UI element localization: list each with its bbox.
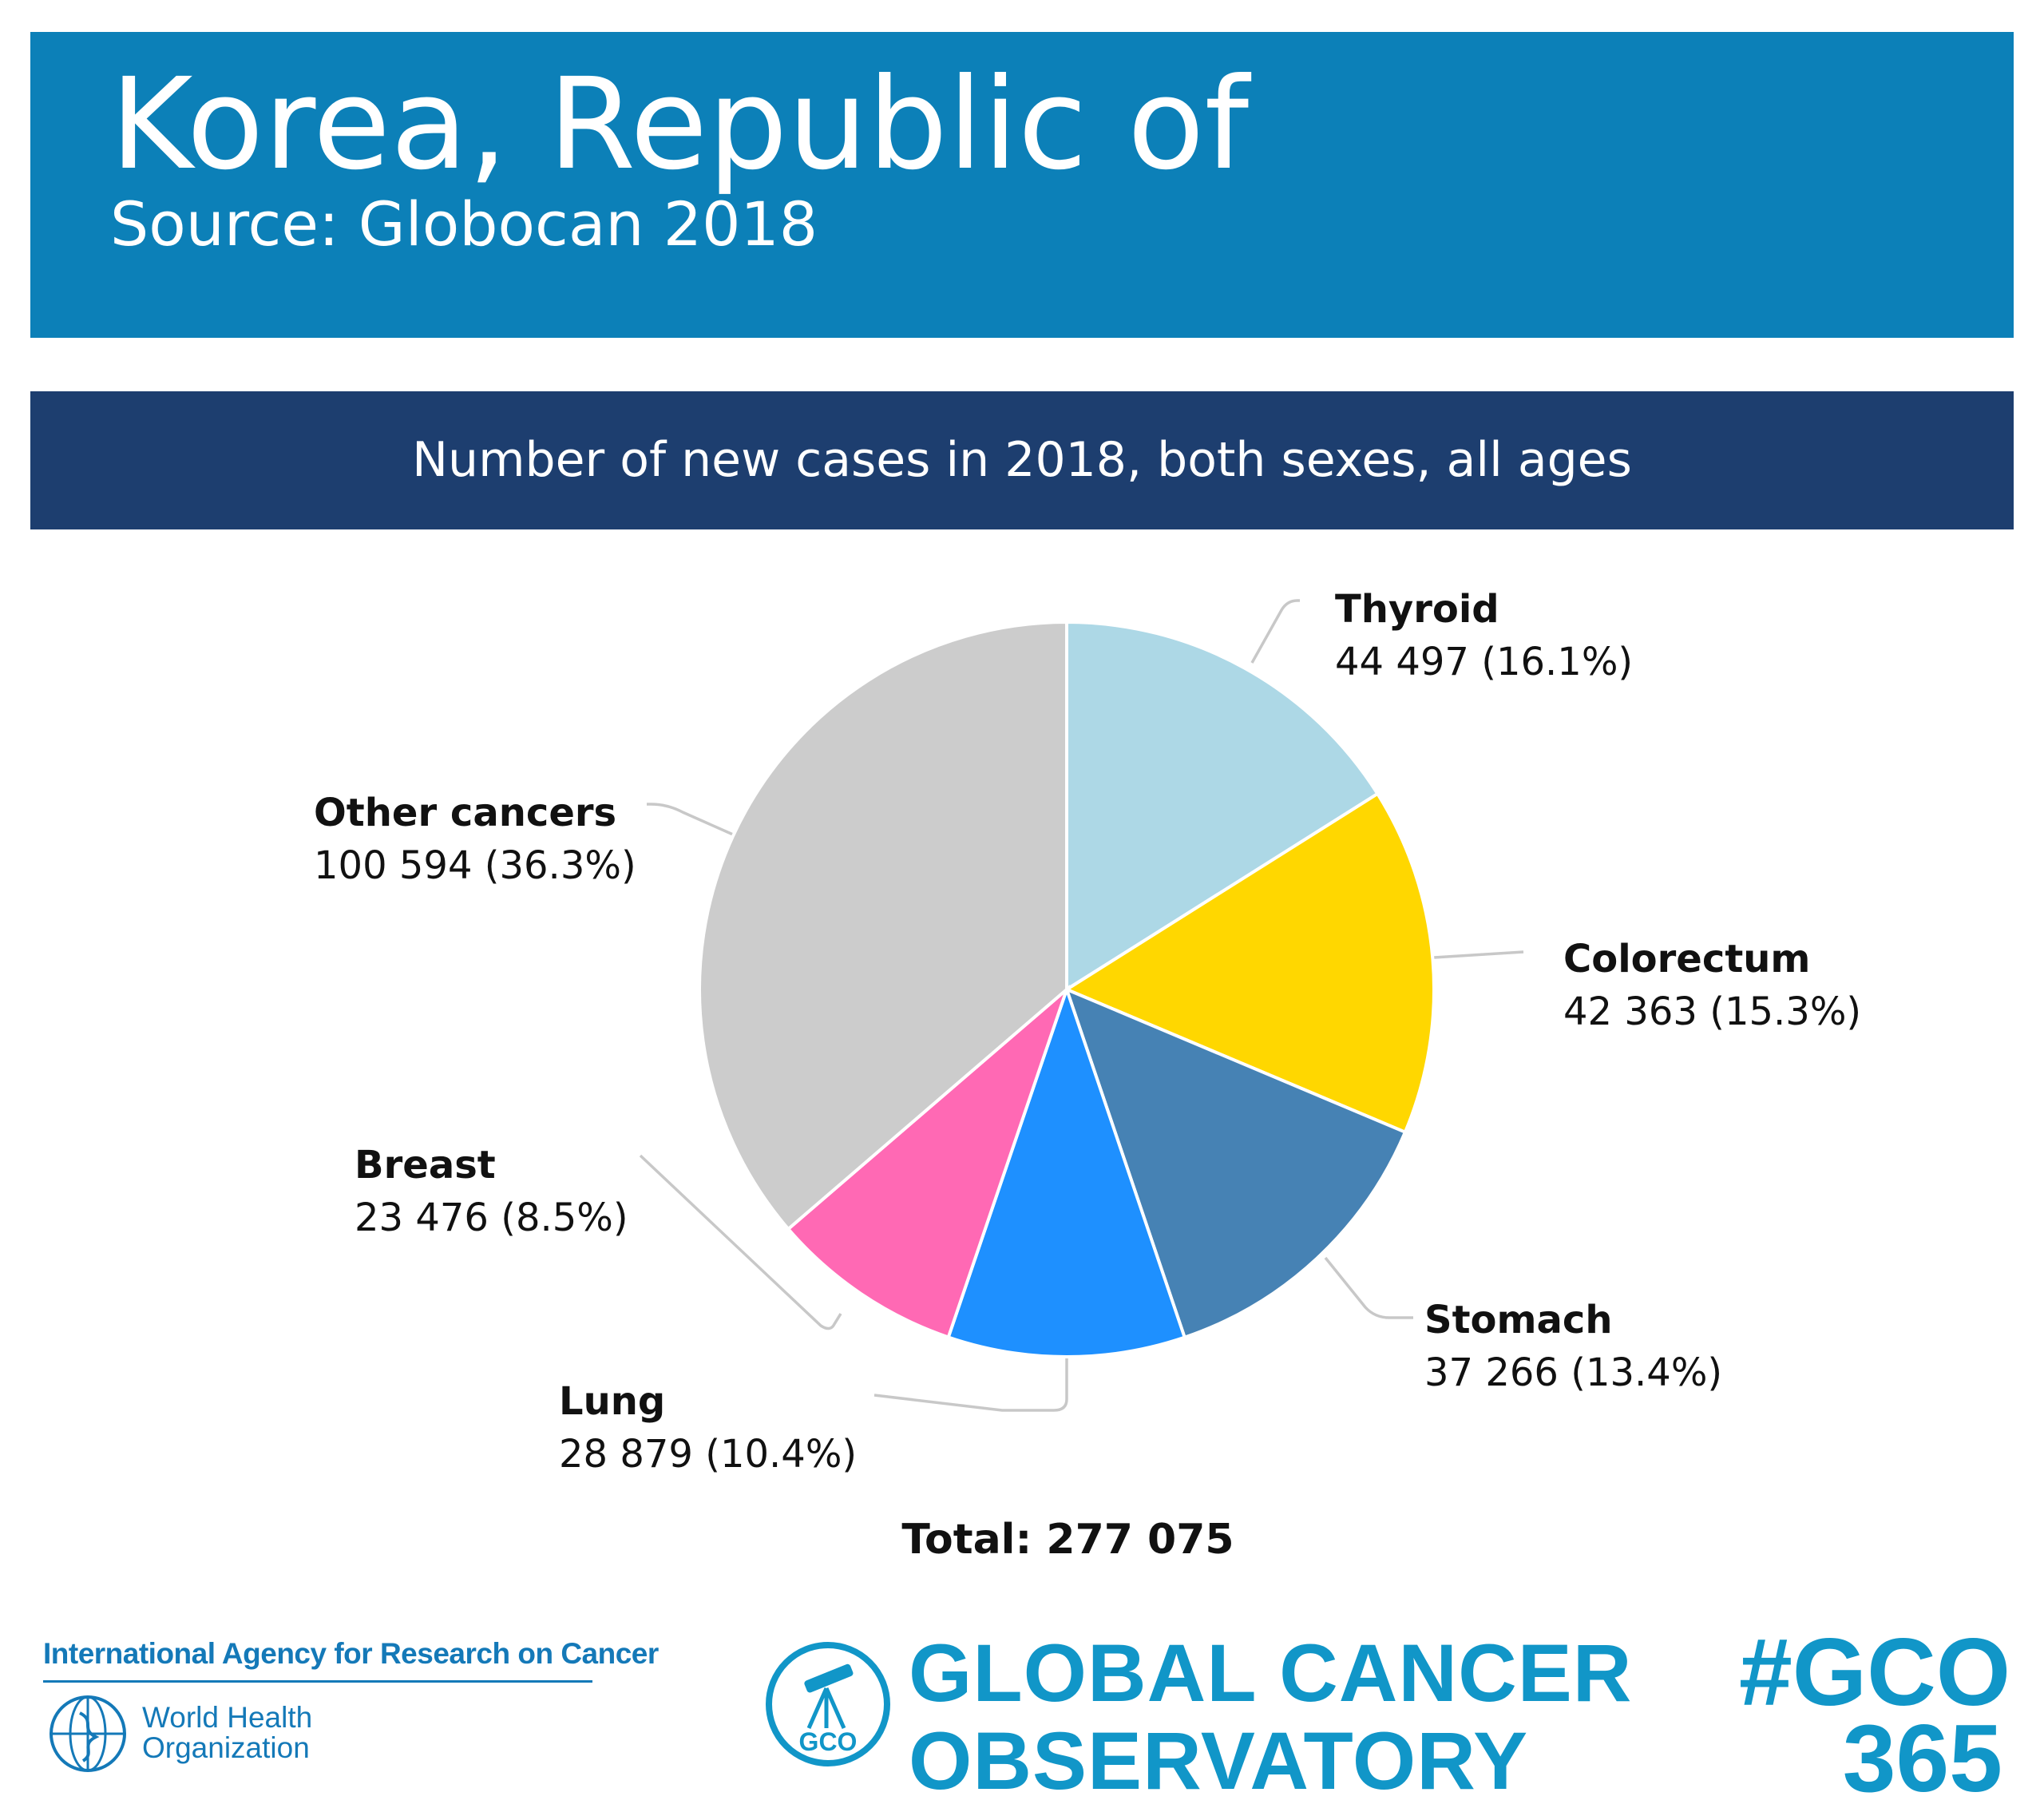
chart-title: Number of new cases in 2018, both sexes,…: [412, 432, 1632, 488]
slice-label-lung: Lung 28 879 (10.4%): [559, 1375, 857, 1481]
header-banner: [30, 32, 2014, 338]
hashtag-line-1: #GCO: [1739, 1619, 2011, 1726]
slice-label-stomach: Stomach 37 266 (13.4%): [1424, 1294, 1722, 1399]
iarc-logo-text: International Agency for Research on Can…: [43, 1637, 659, 1670]
pie-slice-breast: [786, 984, 1071, 1340]
leader-line-lung: [873, 1358, 1068, 1412]
who-line-2: Organization: [142, 1731, 310, 1764]
source-subtitle: Source: Globocan 2018: [110, 188, 818, 260]
slice-label-thyroid: Thyroid 44 497 (16.1%): [1335, 583, 1633, 688]
slice-label-breast: Breast 23 476 (8.5%): [355, 1139, 628, 1244]
chart-total: Total: 277 075: [901, 1516, 1234, 1564]
slice-value: 28 879 (10.4%): [559, 1432, 858, 1477]
gco-line-1: GLOBAL CANCER: [909, 1628, 1633, 1719]
gco365-hashtag: #GCO 365: [1739, 1619, 2011, 1812]
slice-value: 37 266 (13.4%): [1424, 1350, 1723, 1395]
slice-name: Breast: [355, 1143, 496, 1188]
leader-line-stomach: [1324, 1256, 1413, 1319]
slice-value: 23 476 (8.5%): [355, 1195, 628, 1240]
slice-name: Stomach: [1424, 1298, 1613, 1342]
slice-label-other-cancers: Other cancers 100 594 (36.3%): [314, 787, 636, 892]
slice-name: Thyroid: [1335, 587, 1499, 632]
slice-label-colorectum: Colorectum 42 363 (15.3%): [1563, 933, 1861, 1038]
chart-title-banner: Number of new cases in 2018, both sexes,…: [30, 391, 2014, 529]
slice-value: 44 497 (16.1%): [1335, 640, 1634, 684]
hashtag-line-2: 365: [1842, 1705, 2002, 1812]
slice-name: Colorectum: [1563, 937, 1811, 981]
leader-line-colorectum: [1433, 950, 1524, 959]
leader-line-other-cancers: [647, 803, 734, 836]
pie-slice-other-cancers: [698, 620, 1068, 1231]
who-line-1: World Health: [142, 1701, 313, 1734]
iarc-divider: [43, 1680, 592, 1683]
leader-line-thyroid: [1250, 599, 1300, 664]
gco-telescope-icon: GCO: [766, 1642, 890, 1766]
gco-emblem-text: GCO: [799, 1727, 858, 1756]
pie-slice-lung: [946, 984, 1187, 1358]
slice-value: 100 594 (36.3%): [314, 843, 636, 888]
pie-slice-thyroid: [1065, 620, 1380, 993]
slice-name: Lung: [559, 1379, 666, 1424]
page-title: Korea, Republic of: [110, 51, 1250, 198]
slice-value: 42 363 (15.3%): [1563, 989, 1862, 1034]
who-emblem-icon: [50, 1695, 126, 1772]
pie-slice-stomach: [1064, 986, 1408, 1340]
gco-line-2: OBSERVATORY: [909, 1715, 1529, 1806]
pie-slice-colorectum: [1063, 791, 1436, 1135]
leader-line-breast: [639, 1154, 842, 1330]
slice-name: Other cancers: [314, 791, 617, 835]
gco-logo-text: GLOBAL CANCER OBSERVATORY: [909, 1629, 1632, 1805]
who-logo-text: World Health Organization: [142, 1703, 312, 1763]
